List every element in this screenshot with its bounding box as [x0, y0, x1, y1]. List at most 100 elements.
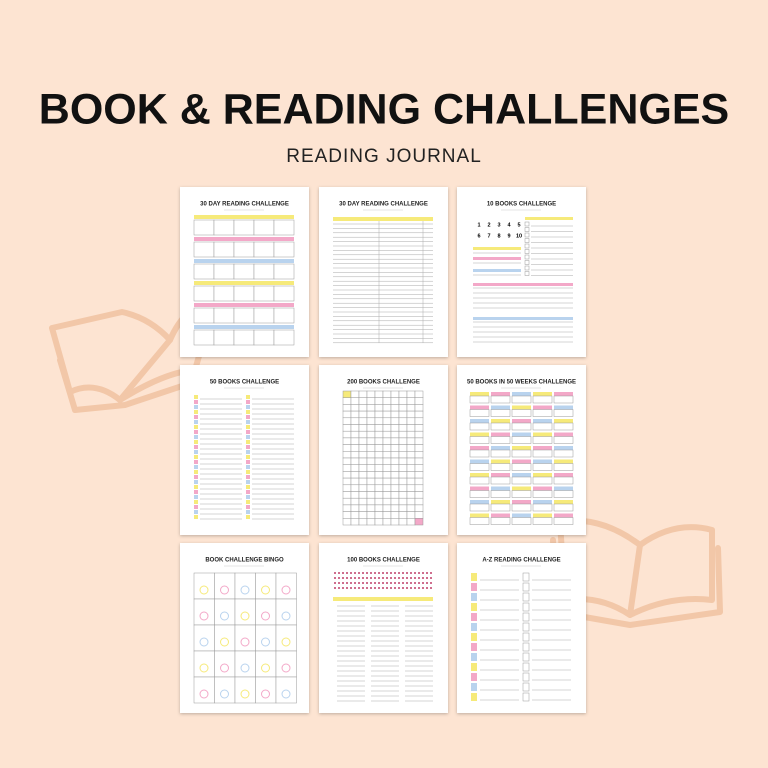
- dot: [338, 582, 340, 584]
- page-thumbnail: BOOK CHALLENGE BINGO: [180, 543, 309, 713]
- dot: [422, 582, 424, 584]
- shape: [390, 484, 400, 492]
- dot: [374, 582, 376, 584]
- shape: [374, 444, 384, 452]
- shape: [524, 232, 530, 238]
- dot: [398, 572, 400, 574]
- shape: [366, 410, 376, 419]
- subtitle: READING JOURNAL: [286, 146, 482, 167]
- shape: [342, 451, 352, 459]
- dot: [386, 572, 388, 574]
- shape: [358, 404, 368, 412]
- shape: [374, 491, 384, 499]
- page-thumbnail: A-Z READING CHALLENGE: [457, 543, 586, 713]
- shape: [470, 513, 489, 518]
- shape: [194, 435, 198, 439]
- shape: [469, 422, 490, 431]
- shape: [253, 285, 275, 302]
- shape: [553, 395, 574, 404]
- shape: [366, 404, 376, 412]
- shape: [512, 486, 531, 491]
- dot: [342, 577, 344, 579]
- dot: [338, 572, 340, 574]
- shape: [406, 397, 416, 405]
- shape: [194, 465, 198, 469]
- shape: [491, 473, 510, 477]
- shape: [193, 285, 215, 302]
- shape: [471, 623, 477, 631]
- shape: [390, 511, 400, 519]
- shape: [414, 497, 424, 506]
- shape: [490, 409, 511, 417]
- shape: [414, 464, 424, 472]
- shape: [382, 424, 392, 432]
- dot: [390, 577, 392, 579]
- shape: [374, 484, 384, 492]
- shape: [554, 486, 573, 491]
- shape: [366, 491, 376, 499]
- shape: [469, 436, 490, 444]
- number: 1: [477, 222, 480, 228]
- shape: [366, 390, 376, 398]
- dot: [430, 582, 432, 584]
- shape: [532, 476, 553, 485]
- shape: [273, 241, 295, 258]
- shape: [194, 440, 198, 444]
- shape: [390, 417, 400, 425]
- shape: [342, 477, 352, 486]
- shape: [246, 495, 250, 499]
- shape: [358, 430, 368, 439]
- dot: [382, 577, 384, 579]
- shape: [406, 477, 416, 486]
- shape: [374, 518, 384, 526]
- shape: [213, 263, 235, 280]
- shape: [532, 395, 553, 404]
- shape: [491, 405, 510, 410]
- icon: [240, 637, 250, 647]
- shape: [553, 476, 574, 485]
- shape: [406, 504, 416, 512]
- shape: [382, 417, 392, 425]
- shape: [350, 484, 360, 492]
- shape: [398, 518, 408, 526]
- shape: [342, 417, 352, 425]
- shape: [350, 417, 360, 425]
- number: 4: [507, 222, 511, 228]
- dot: [422, 587, 424, 589]
- shape: [512, 446, 531, 450]
- dot: [406, 572, 408, 574]
- shape: [374, 457, 384, 465]
- shape: [194, 420, 198, 424]
- shape: [414, 471, 424, 479]
- page-title: 50 BOOKS CHALLENGE: [210, 380, 279, 386]
- icon: [261, 585, 270, 595]
- shape: [194, 395, 198, 399]
- shape: [350, 497, 360, 506]
- shape: [524, 238, 530, 243]
- shape: [246, 515, 250, 519]
- number: 5: [517, 222, 520, 228]
- shape: [358, 397, 368, 405]
- shape: [553, 490, 574, 498]
- icon: [261, 611, 270, 621]
- shape: [512, 405, 531, 410]
- shape: [246, 450, 250, 454]
- shape: [246, 490, 250, 494]
- shape: [522, 632, 530, 642]
- shape: [366, 497, 376, 506]
- shape: [366, 464, 376, 472]
- shape: [533, 405, 552, 410]
- shape: [491, 459, 510, 464]
- shape: [522, 642, 530, 652]
- shape: [398, 437, 408, 445]
- shape: [390, 430, 400, 439]
- shape: [533, 513, 552, 518]
- shape: [246, 485, 250, 489]
- shape: [522, 672, 530, 682]
- dot: [402, 572, 404, 574]
- dot: [358, 572, 360, 574]
- shape: [414, 410, 424, 419]
- shape: [374, 430, 384, 439]
- shape: [390, 404, 400, 412]
- shape: [194, 470, 198, 474]
